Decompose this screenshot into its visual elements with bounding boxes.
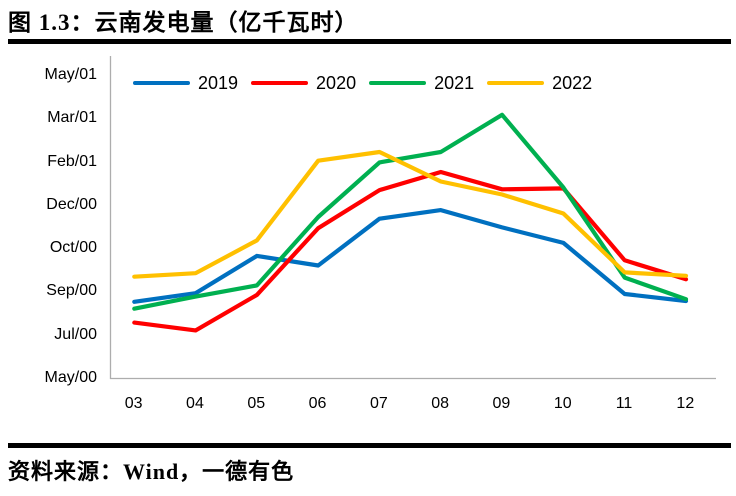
x-tick-label: 07 [369, 395, 388, 412]
x-tick-label: 03 [124, 395, 143, 412]
chart-area: 2019 2020 2021 2022 May/01 Mar/01 Feb/01… [0, 56, 716, 415]
legend-swatch-2019 [133, 81, 190, 85]
legend-swatch-2022 [487, 81, 545, 85]
y-tick-label: Jul/00 [54, 325, 97, 343]
series-line-2021 [132, 112, 689, 311]
legend-label: 2021 [434, 73, 475, 93]
line-chart [109, 56, 716, 380]
legend-swatch-2020 [251, 81, 309, 85]
y-tick-label: May/01 [44, 66, 97, 83]
y-tick-label: May/00 [44, 368, 97, 386]
legend-label: 2020 [316, 73, 357, 93]
title-rule [8, 39, 731, 44]
figure-title: 图 1.3：云南发电量（亿千瓦时） [8, 10, 359, 35]
series-line-2022 [132, 149, 689, 279]
x-tick-label: 06 [308, 395, 327, 412]
x-tick-label: 05 [247, 395, 266, 412]
y-tick-label: Feb/01 [47, 152, 97, 170]
legend-item-2021: 2021 [369, 74, 474, 92]
x-axis-labels: 03 04 05 06 07 08 09 10 11 12 [103, 393, 716, 415]
y-tick-label: Sep/00 [46, 282, 97, 300]
x-tick-label: 10 [553, 395, 572, 412]
footer-rule [8, 443, 731, 448]
legend-label: 2019 [198, 73, 239, 93]
x-tick-label: 11 [615, 395, 633, 412]
series-line-2020 [132, 169, 689, 333]
legend-item-2020: 2020 [251, 74, 356, 92]
y-axis-labels: May/01 Mar/01 Feb/01 Dec/00 Oct/00 Sep/0… [0, 65, 97, 388]
x-tick-label: 08 [431, 395, 450, 412]
y-tick-label: Oct/00 [49, 239, 97, 257]
x-tick-label: 09 [492, 395, 511, 412]
chart-legend: 2019 2020 2021 2022 [133, 74, 592, 92]
legend-swatch-2021 [369, 81, 427, 85]
y-tick-label: Mar/01 [47, 109, 97, 127]
series-line-2019 [132, 208, 689, 304]
legend-item-2022: 2022 [487, 74, 592, 92]
x-tick-label: 12 [676, 395, 695, 412]
y-tick-label: Dec/00 [46, 195, 97, 213]
legend-item-2019: 2019 [133, 74, 238, 92]
source-note: 资料来源：Wind，一德有色 [8, 459, 295, 484]
x-tick-label: 04 [186, 395, 204, 412]
legend-label: 2022 [552, 73, 593, 93]
